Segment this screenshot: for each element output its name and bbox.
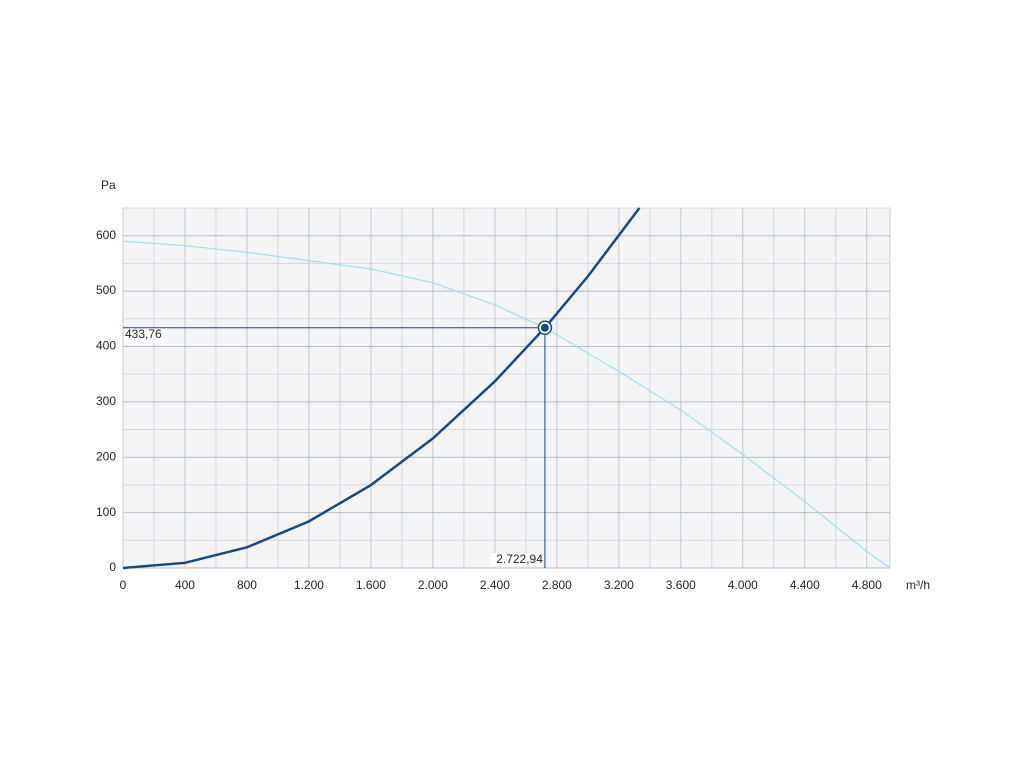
y-tick-label: 600 [96,228,116,242]
curve [122,207,641,570]
x-tick-label: 4.000 [728,578,758,592]
label-bg [124,328,168,343]
x-tick-label: 800 [237,578,257,592]
y-tick-label: 400 [96,339,116,353]
x-tick-label: 1.200 [294,578,324,592]
y-tick-label: 200 [96,449,116,463]
operating-x-label: 2.722,94 [496,552,543,566]
x-tick-label: 2.000 [418,578,448,592]
x-axis-label: m³/h [906,578,930,592]
y-tick-label: 300 [96,394,116,408]
operating-y-label: 433,76 [125,327,162,341]
x-tick-label: 4.800 [852,578,882,592]
operating-point-core [540,323,549,332]
label-bg [489,553,544,567]
y-tick-label: 0 [109,560,116,574]
x-tick-label: 4.400 [790,578,820,592]
x-tick-label: 2.400 [480,578,510,592]
x-tick-label: 3.200 [604,578,634,592]
y-tick-label: 500 [96,283,116,297]
plot-area [122,207,891,569]
x-tick-label: 400 [175,578,195,592]
curve [122,240,891,569]
y-axis-label: Pa [101,178,116,192]
x-tick-label: 2.800 [542,578,572,592]
x-tick-label: 1.600 [356,578,386,592]
x-tick-label: 0 [120,578,127,592]
y-tick-label: 100 [96,505,116,519]
x-tick-label: 3.600 [666,578,696,592]
